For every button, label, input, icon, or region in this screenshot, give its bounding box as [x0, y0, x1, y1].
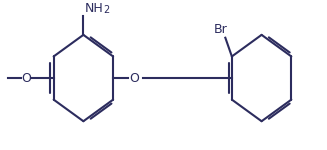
- Text: O: O: [21, 72, 31, 85]
- Text: 2: 2: [103, 5, 109, 15]
- Text: Br: Br: [214, 23, 228, 36]
- Text: NH: NH: [85, 2, 104, 15]
- Text: O: O: [129, 72, 139, 85]
